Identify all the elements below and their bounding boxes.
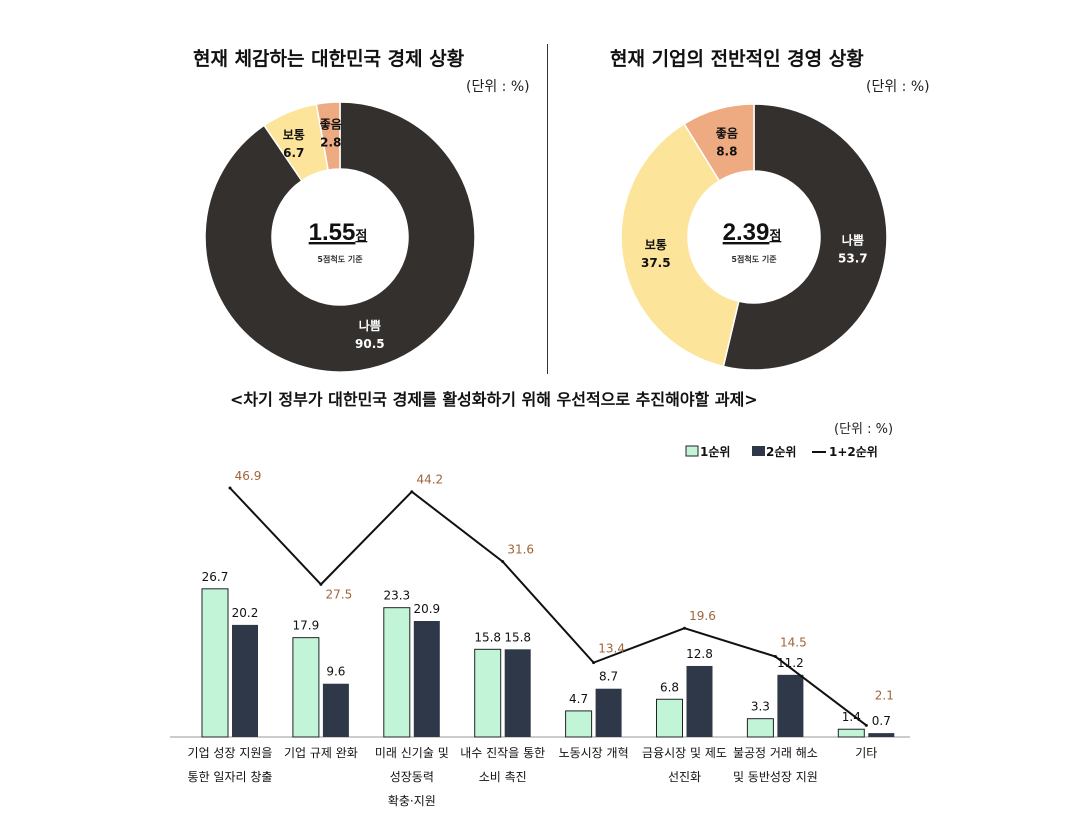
donut1-unit: (단위 : %) [466, 79, 530, 95]
donut1-label-0: 나쁨 [359, 318, 381, 333]
category-label-3-0: 내수 진작을 통한 [460, 746, 545, 760]
bar-1st-3 [474, 648, 502, 738]
donut2-value-1: 37.5 [641, 256, 671, 270]
line-point-3 [501, 560, 505, 564]
donut1-slice-2 [315, 101, 341, 171]
category-label-5-0: 금융시장 및 제도 [642, 746, 727, 760]
donut1-score: 1.55점 [309, 219, 368, 246]
line-1plus2 [229, 487, 867, 727]
donut1-title: 현재 체감하는 대한민국 경제 상황 [193, 48, 465, 70]
line-label-4: 13.4 [598, 642, 625, 656]
category-label-2-2: 확충·지원 [388, 794, 436, 808]
bar-chart-unit: (단위 : %) [834, 422, 894, 437]
line-label-6: 14.5 [780, 636, 807, 650]
line-point-7 [864, 723, 868, 727]
line-label-0: 46.9 [235, 469, 262, 483]
bar-1st-label-6: 3.3 [751, 700, 770, 714]
bar-2nd-label-0: 20.2 [232, 606, 259, 620]
legend-label-line: 1+2순위 [829, 445, 878, 459]
bar-2nd-7 [868, 733, 895, 737]
category-label-7-0: 기타 [855, 746, 877, 760]
donut2-title: 현재 기업의 전반적인 경영 상황 [610, 48, 864, 70]
line-label-7: 2.1 [875, 688, 894, 702]
bar-chart-title: <차기 정부가 대한민국 경제를 활성화하기 위해 우선적으로 추진해야할 과제… [230, 390, 758, 409]
bar-2nd-2 [413, 621, 440, 737]
bar-2nd-4 [595, 688, 622, 737]
bar-2nd-label-4: 8.7 [599, 670, 618, 684]
legend-swatch-1st [685, 445, 699, 457]
line-point-4 [592, 661, 596, 665]
category-label-6-0: 불공정 거래 해소 [733, 746, 818, 760]
donut1-note: 5점척도 기준 [317, 254, 363, 264]
donut1-slice-0 [204, 101, 476, 373]
category-label-0-0: 기업 성장 지원을 [188, 746, 273, 760]
legend-label-2nd: 2순위 [766, 445, 796, 459]
donut1-value-0: 90.5 [355, 337, 385, 351]
bar-1st-6 [746, 718, 774, 738]
bar-2nd-label-5: 12.8 [686, 647, 713, 661]
bar-2nd-1 [322, 683, 349, 737]
bar-1st-label-0: 26.7 [202, 570, 229, 584]
divider [547, 44, 548, 374]
category-label-3-1: 소비 촉진 [479, 770, 527, 784]
line-point-5 [683, 626, 686, 630]
donut1-label-1: 보통 [283, 127, 305, 142]
bar-2nd-label-3: 15.8 [504, 630, 531, 644]
bar-2nd-label-6: 11.2 [777, 656, 804, 670]
donut2-slice-2 [683, 103, 755, 182]
donut2-slice-1 [620, 122, 740, 368]
legend-label-1st: 1순위 [700, 445, 730, 459]
bar-1st-label-1: 17.9 [293, 619, 320, 633]
donut2-label-0: 나쁨 [842, 233, 864, 248]
bar-1st-label-4: 4.7 [569, 692, 588, 706]
line-point-1 [319, 582, 323, 586]
bar-2nd-label-7: 0.7 [872, 714, 891, 728]
bar-2nd-6 [777, 674, 804, 737]
bar-1st-label-5: 6.8 [660, 680, 679, 694]
donut1-value-1: 6.7 [283, 146, 304, 160]
line-point-2 [410, 490, 414, 494]
category-label-1-0: 기업 규제 완화 [284, 746, 358, 760]
bar-1st-4 [565, 710, 593, 738]
category-label-0-1: 통한 일자리 창출 [188, 770, 273, 784]
donut2-label-1: 보통 [645, 237, 667, 252]
bar-1st-label-7: 1.4 [842, 710, 861, 724]
bar-2nd-label-2: 20.9 [413, 602, 440, 616]
line-label-5: 19.6 [689, 609, 716, 623]
bar-1st-2 [383, 607, 411, 738]
category-label-2-0: 미래 신기술 및 [375, 746, 449, 760]
bar-1st-label-2: 23.3 [383, 589, 410, 603]
bar-1st-1 [292, 637, 320, 738]
bar-2nd-5 [686, 665, 713, 737]
line-label-3: 31.6 [507, 543, 534, 557]
donut2-note: 5점척도 기준 [731, 254, 777, 264]
donut2-score: 2.39점 [723, 219, 782, 246]
line-point-0 [228, 486, 232, 490]
bar-1st-7 [837, 728, 865, 738]
category-label-5-1: 선진화 [668, 770, 701, 784]
donut2-value-2: 8.8 [716, 144, 737, 158]
bar-2nd-3 [504, 649, 531, 737]
line-label-2: 44.2 [416, 473, 443, 487]
donut2-value-0: 53.7 [838, 252, 868, 266]
legend-swatch-2nd [752, 446, 765, 456]
donut2-label-2: 좋음 [716, 125, 738, 140]
bar-2nd-label-1: 9.6 [326, 665, 345, 679]
donut1-label-2: 좋음 [320, 116, 342, 131]
line-label-1: 27.5 [326, 587, 353, 601]
category-label-6-1: 및 동반성장 지원 [733, 770, 818, 784]
bar-1st-0 [201, 588, 229, 738]
bar-1st-label-3: 15.8 [474, 630, 501, 644]
donut2-unit: (단위 : %) [866, 79, 930, 95]
bar-2nd-0 [232, 624, 258, 737]
category-label-4-0: 노동시장 개혁 [559, 746, 629, 760]
donut1-value-2: 2.8 [320, 135, 341, 149]
line-point-6 [773, 655, 777, 659]
category-label-2-1: 성장동력 [390, 770, 434, 784]
donut2-slice-0 [722, 103, 888, 371]
bar-1st-5 [656, 698, 683, 738]
